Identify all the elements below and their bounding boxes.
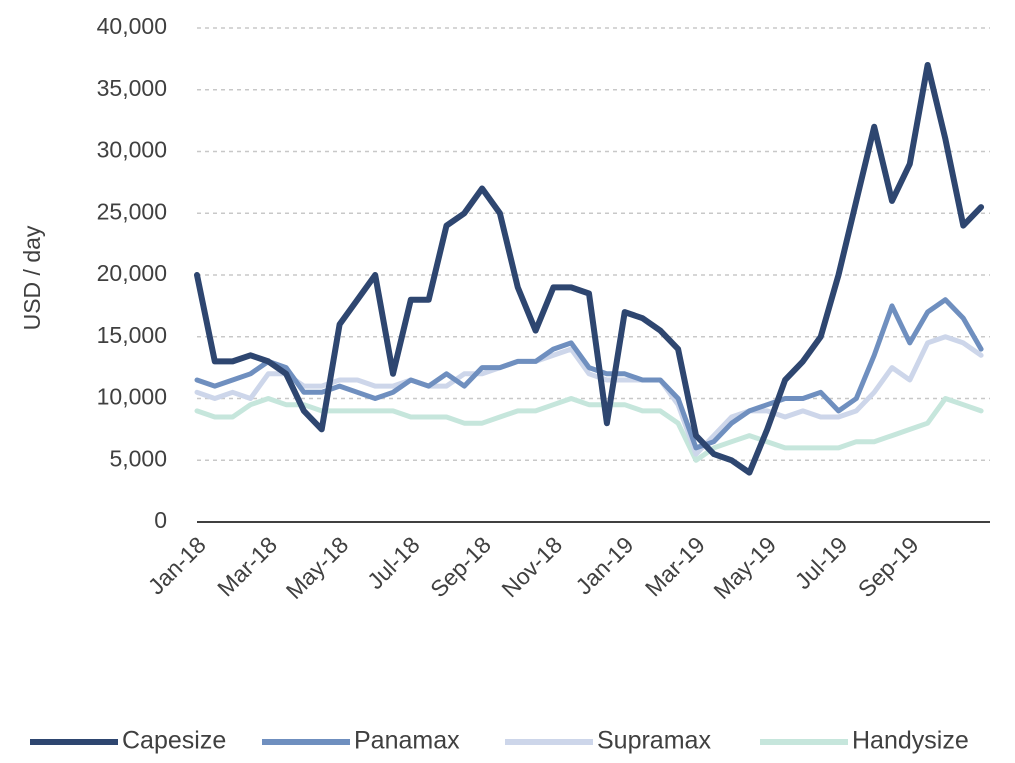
x-tick-label: Mar-18 [212, 531, 282, 601]
y-axis-label: USD / day [19, 225, 45, 330]
legend-label: Supramax [597, 727, 711, 755]
legend: Capesize Panamax Supramax Handysize [30, 727, 969, 755]
series-line [194, 62, 985, 476]
series-line [194, 396, 984, 463]
y-tick-label: 20,000 [97, 260, 167, 286]
x-tick-label: May-18 [281, 531, 354, 604]
x-tick-label: Jul-19 [790, 531, 853, 594]
y-tick-label: 30,000 [97, 137, 167, 163]
x-tick-label: Jul-18 [362, 531, 425, 594]
legend-label: Capesize [122, 727, 226, 755]
y-tick-label: 40,000 [97, 13, 167, 39]
y-tick-label: 35,000 [97, 75, 167, 101]
y-tick-label: 5,000 [109, 445, 167, 471]
y-tick-label: 0 [154, 507, 167, 533]
series-line [194, 334, 984, 457]
x-tick-label: Jan-19 [570, 531, 638, 599]
legend-label: Panamax [354, 727, 460, 755]
x-tick-label: Nov-18 [496, 531, 567, 602]
y-tick-label: 15,000 [97, 322, 167, 348]
legend-label: Handysize [852, 727, 969, 755]
x-tick-label: Sep-18 [425, 531, 496, 602]
x-tick-label: Sep-19 [853, 531, 924, 602]
x-tick-label: May-19 [708, 531, 781, 604]
x-tick-label: Jan-18 [143, 531, 211, 599]
y-tick-label: 25,000 [97, 198, 167, 224]
x-tick-label: Mar-19 [640, 531, 710, 601]
y-tick-label: 10,000 [97, 384, 167, 410]
